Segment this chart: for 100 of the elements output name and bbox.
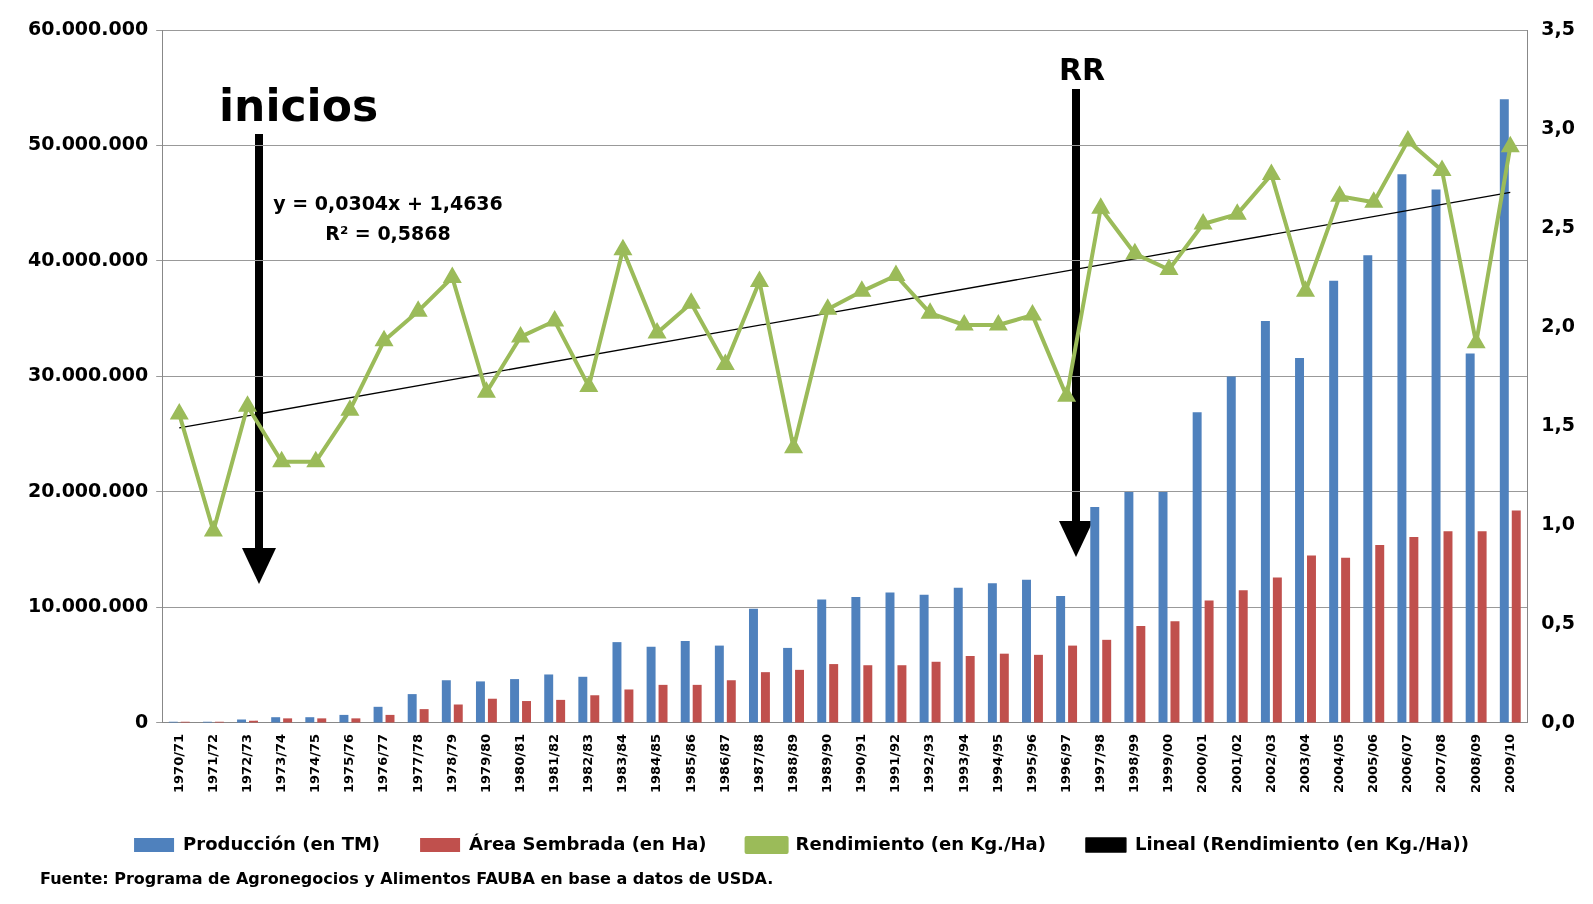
bar	[1375, 545, 1385, 723]
y-tick-label: 10.000.000	[27, 594, 149, 617]
bar	[999, 653, 1009, 723]
point	[716, 353, 735, 371]
x-tick-label: 1992/93	[921, 733, 937, 794]
point	[1501, 135, 1520, 153]
x-tick-label: 1985/86	[682, 733, 698, 794]
point	[171, 405, 188, 420]
point	[1365, 193, 1382, 208]
point	[751, 272, 768, 287]
x-tick-label: 2002/03	[1262, 733, 1278, 794]
bar	[1056, 595, 1066, 723]
point	[272, 450, 291, 468]
x-tick-label: 1990/91	[853, 733, 869, 794]
bar	[624, 689, 634, 723]
point	[1058, 387, 1075, 402]
point	[1024, 306, 1041, 321]
bar	[760, 672, 770, 723]
y-tick-label: 40.000.000	[27, 247, 149, 270]
point	[341, 401, 358, 416]
bar	[1295, 358, 1305, 723]
bar	[692, 684, 702, 723]
bar	[646, 646, 656, 723]
bar	[1511, 510, 1521, 723]
bar	[317, 718, 327, 723]
bar	[931, 661, 941, 723]
x-tick-label: 1987/88	[750, 733, 766, 794]
source-note: Fuente: Programa de Agronegocios y Alimentos FAUBA en base a datos de USDA.	[40, 869, 774, 889]
x-tick-label: 1991/92	[887, 733, 903, 794]
x-tick-label: 1978/79	[443, 733, 459, 794]
bar	[1124, 491, 1134, 723]
bar	[556, 699, 566, 723]
annotation: inicios	[219, 80, 379, 132]
annotation: y = 0,0304x + 1,4636	[273, 191, 503, 214]
y2-tick-label: 2,5	[1541, 214, 1576, 237]
bar	[1499, 99, 1509, 723]
point	[683, 294, 700, 309]
point	[410, 302, 427, 317]
bar	[1397, 174, 1407, 723]
x-tick-label: 1971/72	[204, 733, 220, 794]
point	[1262, 163, 1281, 181]
point	[922, 304, 939, 319]
x-tick-label: 1993/94	[955, 733, 971, 794]
bar	[897, 665, 907, 723]
x-tick-label: 2007/08	[1433, 733, 1449, 794]
x-tick-label: 1970/71	[170, 733, 186, 794]
bar	[1477, 531, 1487, 723]
bar	[783, 647, 793, 723]
x-tick-label: 1989/90	[819, 733, 835, 794]
point	[1229, 205, 1246, 220]
bar	[441, 680, 451, 723]
y2-tick-label: 1,0	[1541, 511, 1576, 534]
y-tick-label: 50.000.000	[27, 132, 149, 155]
x-tick-label: 1995/96	[1023, 733, 1039, 794]
x-tick-label: 1979/80	[477, 733, 493, 794]
point	[478, 383, 495, 398]
bar	[271, 717, 281, 723]
bar	[590, 695, 600, 723]
legend-label: Lineal (Rendimiento (en Kg./Ha))	[1134, 832, 1469, 854]
bar	[851, 597, 861, 723]
x-tick-label: 1983/84	[614, 733, 630, 794]
bar	[419, 709, 429, 723]
x-tick-label: 1974/75	[307, 733, 323, 794]
y-tick-label: 0	[134, 709, 149, 732]
bar	[1226, 376, 1236, 723]
point	[1195, 215, 1212, 230]
point	[375, 331, 393, 347]
bar	[1363, 255, 1373, 723]
x-tick-label: 1973/74	[273, 733, 289, 794]
bar	[1260, 321, 1270, 723]
point	[512, 327, 529, 343]
point	[239, 397, 256, 412]
bar	[829, 664, 839, 723]
x-tick-label: 1999/00	[1160, 733, 1176, 794]
annotation: RR	[1058, 51, 1106, 87]
bar	[612, 642, 622, 723]
y-tick-label: 60.000.000	[27, 16, 149, 39]
bar	[578, 676, 588, 723]
x-tick-label: 1997/98	[1092, 733, 1108, 794]
x-tick-label: 2004/05	[1331, 733, 1347, 794]
bar	[817, 599, 827, 723]
point	[546, 312, 563, 327]
x-tick-label: 1972/73	[238, 733, 254, 794]
bar	[1341, 557, 1351, 723]
y2-tick-label: 3,5	[1541, 16, 1576, 39]
x-tick-label: 2003/04	[1296, 733, 1312, 794]
x-tick-label: 1977/78	[409, 733, 425, 794]
bar	[453, 704, 463, 723]
bar	[475, 681, 485, 723]
y-tick-label: 20.000.000	[27, 478, 149, 501]
bar	[1307, 555, 1316, 723]
bar	[487, 698, 497, 723]
point	[580, 377, 597, 392]
point	[887, 264, 906, 282]
bar	[510, 679, 520, 723]
bar	[680, 640, 690, 723]
bar	[1272, 577, 1282, 723]
bar	[339, 714, 349, 723]
point	[205, 521, 222, 537]
bar	[1136, 625, 1146, 723]
